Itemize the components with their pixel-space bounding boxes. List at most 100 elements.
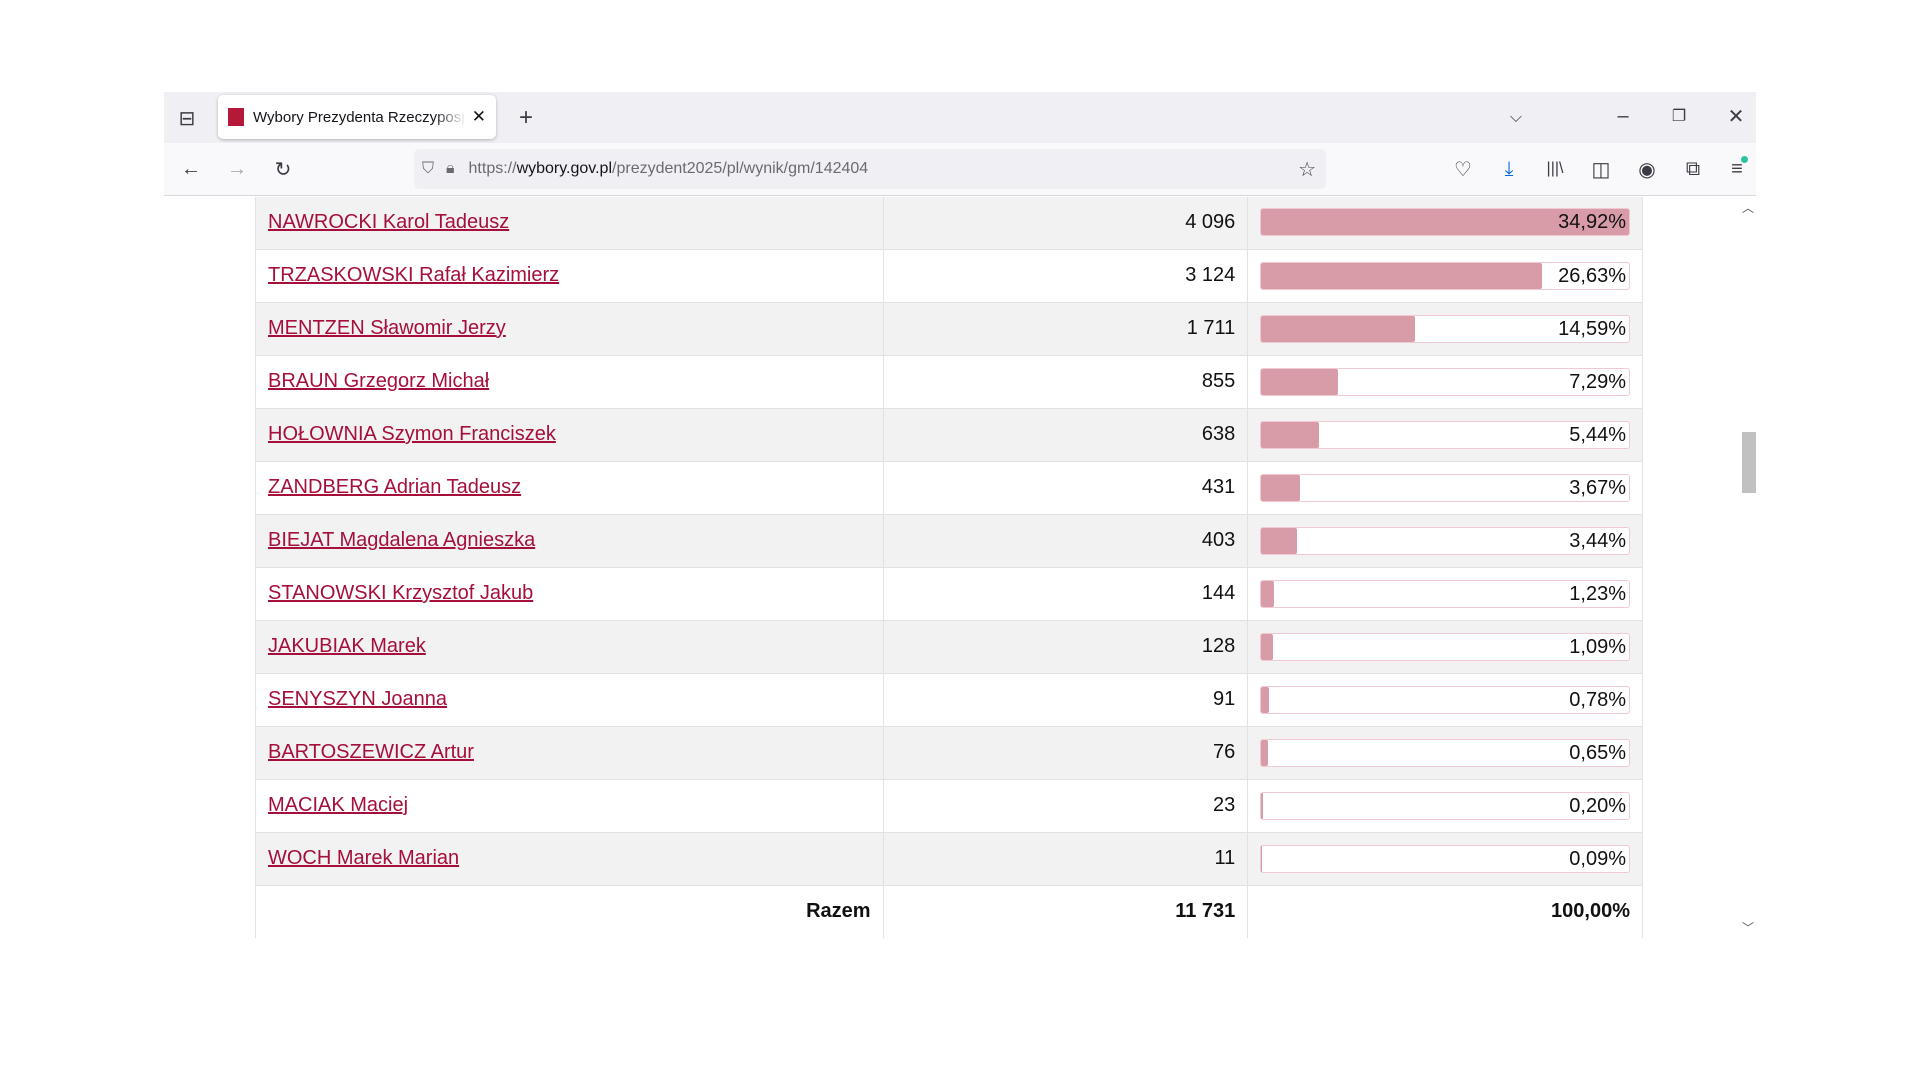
percent-cell: 0,78%: [1247, 673, 1643, 727]
percent-cell: 0,09%: [1247, 832, 1643, 886]
tab-bar: ⊟ Wybory Prezydenta Rzeczypospolitej ✕ +…: [164, 92, 1756, 143]
votes-cell: 403: [882, 514, 1248, 568]
percent-cell: 5,44%: [1247, 408, 1643, 462]
table-row: WOCH Marek Marian 11 0,09%: [255, 832, 1643, 886]
percent-label: 0,20%: [1569, 794, 1626, 817]
candidate-link[interactable]: ZANDBERG Adrian Tadeusz: [268, 476, 522, 498]
percent-label: 0,09%: [1569, 847, 1626, 870]
downloads-icon[interactable]: ⤓: [1504, 157, 1514, 180]
table-row: NAWROCKI Karol Tadeusz 4 096 34,92%: [255, 197, 1643, 250]
votes-cell: 4 096: [882, 197, 1248, 250]
candidate-cell: STANOWSKI Krzysztof Jakub: [255, 567, 884, 621]
url-domain: wybory.gov.pl: [516, 160, 613, 177]
table-row: BRAUN Grzegorz Michał 855 7,29%: [255, 355, 1643, 409]
reload-icon[interactable]: ↻: [274, 158, 292, 181]
percent-label: 7,29%: [1569, 370, 1626, 393]
scrollbar[interactable]: ︿ ﹀: [1739, 197, 1756, 938]
candidate-link[interactable]: NAWROCKI Karol Tadeusz: [268, 210, 510, 233]
menu-icon[interactable]: ≡: [1720, 153, 1754, 185]
scroll-down-icon[interactable]: ﹀: [1742, 921, 1755, 935]
table-row: JAKUBIAK Marek 128 1,09%: [255, 620, 1643, 674]
votes-cell: 1 711: [882, 302, 1248, 356]
url-prefix: https://: [468, 160, 517, 177]
candidate-cell: BIEJAT Magdalena Agnieszka: [255, 514, 884, 568]
scrollbar-thumb[interactable]: [1742, 432, 1756, 493]
table-row: BARTOSZEWICZ Artur 76 0,65%: [255, 726, 1643, 780]
candidate-link[interactable]: TRZASKOWSKI Rafał Kazimierz: [268, 264, 560, 286]
percent-cell: 26,63%: [1247, 249, 1643, 303]
candidate-cell: MENTZEN Sławomir Jerzy: [255, 302, 884, 356]
percent-label: 5,44%: [1569, 423, 1626, 446]
close-tab-icon[interactable]: ✕: [471, 107, 486, 126]
total-label: Razem: [255, 885, 884, 938]
forward-icon[interactable]: →: [227, 157, 247, 180]
lock-icon[interactable]: 🔒︎: [446, 160, 455, 177]
candidate-link[interactable]: MACIAK Maciej: [268, 794, 409, 816]
pocket-icon[interactable]: ♡: [1454, 158, 1472, 181]
account-icon[interactable]: ◉: [1638, 158, 1656, 181]
bookmark-star-icon[interactable]: ☆: [1298, 158, 1316, 181]
shield-icon[interactable]: ⛉: [422, 160, 435, 177]
percent-label: 3,44%: [1569, 529, 1626, 552]
firefox-view-icon[interactable]: ⊟: [178, 107, 196, 130]
table-row: SENYSZYN Joanna 91 0,78%: [255, 673, 1643, 727]
percent-bar-fill: [1261, 262, 1542, 289]
total-votes: 11 731: [882, 885, 1248, 938]
total-row: Razem 11 731 100,00%: [255, 885, 1643, 938]
candidate-cell: BRAUN Grzegorz Michał: [255, 355, 884, 409]
votes-cell: 855: [882, 355, 1248, 409]
percent-bar: 5,44%: [1260, 420, 1630, 449]
candidate-link[interactable]: SENYSZYN Joanna: [268, 688, 447, 710]
votes-cell: 3 124: [882, 249, 1248, 303]
percent-bar-fill: [1261, 527, 1298, 554]
candidate-link[interactable]: BARTOSZEWICZ Artur: [268, 741, 474, 763]
percent-bar-fill: [1261, 580, 1275, 607]
table-row: HOŁOWNIA Szymon Franciszek 638 5,44%: [255, 408, 1643, 462]
tab-title: Wybory Prezydenta Rzeczypospolitej: [253, 108, 466, 126]
tab-active[interactable]: Wybory Prezydenta Rzeczypospolitej ✕: [218, 95, 496, 139]
scroll-up-icon[interactable]: ︿: [1742, 201, 1755, 215]
candidate-cell: BARTOSZEWICZ Artur: [255, 726, 884, 780]
library-icon[interactable]: |||\: [1546, 160, 1564, 177]
candidate-link[interactable]: STANOWSKI Krzysztof Jakub: [268, 582, 534, 604]
candidate-link[interactable]: HOŁOWNIA Szymon Franciszek: [268, 423, 556, 445]
table-row: TRZASKOWSKI Rafał Kazimierz 3 124 26,63%: [255, 249, 1643, 303]
percent-cell: 1,23%: [1247, 567, 1643, 621]
votes-cell: 11: [882, 832, 1248, 886]
candidate-link[interactable]: JAKUBIAK Marek: [268, 635, 426, 657]
page-content: NAWROCKI Karol Tadeusz 4 096 34,92% TRZAS…: [164, 197, 1739, 938]
percent-bar: 0,65%: [1260, 738, 1630, 767]
list-tabs-chevron-down-icon[interactable]: ⌵: [1509, 109, 1523, 126]
percent-bar-fill: [1261, 792, 1264, 819]
minimize-icon[interactable]: –: [1617, 104, 1629, 127]
percent-cell: 0,65%: [1247, 726, 1643, 780]
votes-cell: 431: [882, 461, 1248, 515]
browser-window: ⊟ Wybory Prezydenta Rzeczypospolitej ✕ +…: [164, 92, 1756, 938]
candidate-cell: ZANDBERG Adrian Tadeusz: [255, 461, 884, 515]
table-row: ZANDBERG Adrian Tadeusz 431 3,67%: [255, 461, 1643, 515]
percent-cell: 0,20%: [1247, 779, 1643, 833]
percent-label: 0,78%: [1569, 688, 1626, 711]
url-bar[interactable]: ⛉ 🔒︎ https://wybory.gov.pl/prezydent2025…: [414, 149, 1326, 189]
votes-cell: 91: [882, 673, 1248, 727]
sidebar-icon[interactable]: ◫: [1591, 158, 1611, 181]
candidate-cell: NAWROCKI Karol Tadeusz: [255, 197, 884, 250]
candidate-link[interactable]: MENTZEN Sławomir Jerzy: [268, 317, 506, 339]
candidate-link[interactable]: WOCH Marek Marian: [268, 847, 460, 869]
percent-bar: 26,63%: [1260, 261, 1630, 290]
candidate-cell: SENYSZYN Joanna: [255, 673, 884, 727]
close-window-icon[interactable]: ✕: [1727, 105, 1745, 128]
percent-bar-fill: [1261, 739, 1269, 766]
votes-cell: 23: [882, 779, 1248, 833]
percent-bar: 1,09%: [1260, 632, 1630, 661]
candidate-link[interactable]: BRAUN Grzegorz Michał: [268, 370, 490, 392]
extensions-icon[interactable]: ⧉: [1685, 157, 1701, 180]
percent-bar: 3,67%: [1260, 473, 1630, 502]
new-tab-icon[interactable]: +: [518, 104, 533, 131]
back-icon[interactable]: ←: [181, 157, 201, 180]
table-row: STANOWSKI Krzysztof Jakub 144 1,23%: [255, 567, 1643, 621]
votes-cell: 144: [882, 567, 1248, 621]
candidate-link[interactable]: BIEJAT Magdalena Agnieszka: [268, 529, 536, 551]
restore-icon[interactable]: ❐: [1671, 108, 1687, 125]
percent-bar-fill: [1261, 209, 1629, 236]
